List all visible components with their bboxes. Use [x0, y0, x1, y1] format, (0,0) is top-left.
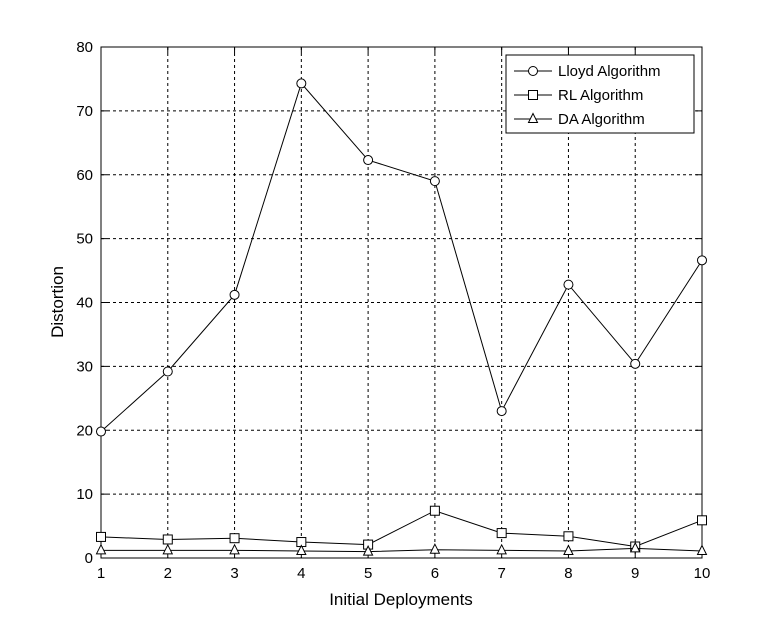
y-tick-label: 40: [76, 295, 93, 312]
x-tick-label: 9: [631, 565, 639, 582]
data-point-square: [563, 531, 574, 542]
y-tick-label: 10: [76, 486, 93, 503]
data-point-triangle: [229, 543, 240, 555]
y-tick-label: 50: [76, 231, 93, 248]
y-tick-label: 30: [76, 358, 93, 375]
series-line: [100, 510, 703, 548]
data-point-triangle: [95, 543, 107, 555]
data-point-circle: [429, 176, 440, 187]
data-point-circle: [229, 289, 240, 300]
data-point-triangle: [362, 544, 374, 556]
x-tick-label: 1: [97, 565, 105, 582]
data-point-triangle: [162, 543, 174, 555]
series-group: [95, 78, 708, 556]
data-point-triangle: [563, 544, 574, 555]
data-point-circle: [296, 78, 307, 89]
x-tick-label: 7: [497, 565, 505, 582]
x-axis-label: Initial Deployments: [329, 590, 473, 609]
legend-label: DA Algorithm: [558, 111, 645, 128]
x-tick-label: 8: [564, 565, 572, 582]
y-tick-label: 60: [76, 167, 93, 184]
data-point-square: [697, 515, 707, 526]
x-tick-label: 2: [164, 565, 172, 582]
data-point-square: [496, 528, 507, 539]
data-point-triangle: [429, 543, 441, 554]
data-point-square: [96, 531, 106, 542]
data-point-circle: [162, 366, 173, 377]
data-point-circle: [96, 426, 106, 437]
y-tick-label: 70: [76, 103, 93, 120]
series-2: [95, 541, 708, 556]
data-point-circle: [697, 255, 707, 266]
y-tick-label: 0: [85, 550, 93, 567]
series-line: [100, 82, 703, 432]
data-point-circle: [496, 406, 507, 417]
x-tick-label: 5: [364, 565, 372, 582]
data-point-circle: [630, 358, 641, 369]
data-point-square: [162, 534, 173, 545]
series-0: [96, 78, 707, 437]
data-point-circle: [363, 155, 374, 166]
x-tick-label: 6: [431, 565, 439, 582]
legend-label: RL Algorithm: [558, 87, 643, 104]
legend-marker-triangle: [527, 112, 539, 123]
legend-box: [505, 54, 695, 134]
x-tick-label: 3: [230, 565, 238, 582]
data-point-triangle: [696, 544, 708, 555]
y-tick-label: 80: [76, 39, 93, 56]
data-point-circle: [563, 279, 574, 290]
y-axis-label: Distortion: [48, 266, 67, 338]
legend-marker-square: [528, 90, 538, 100]
legend-marker-circle: [528, 66, 538, 76]
x-tick-label: 10: [694, 565, 711, 582]
legend: Lloyd Algorithm RL Algorithm DA Algorithm: [505, 54, 695, 134]
x-tick-label: 4: [297, 565, 305, 582]
data-point-triangle: [296, 544, 307, 555]
series-line: [101, 547, 703, 553]
data-point-square: [429, 505, 440, 516]
legend-label: Lloyd Algorithm: [558, 63, 661, 80]
data-point-triangle: [496, 543, 507, 555]
data-point-square: [229, 533, 240, 544]
y-tick-label: 20: [76, 422, 93, 439]
data-point-triangle: [629, 541, 641, 553]
